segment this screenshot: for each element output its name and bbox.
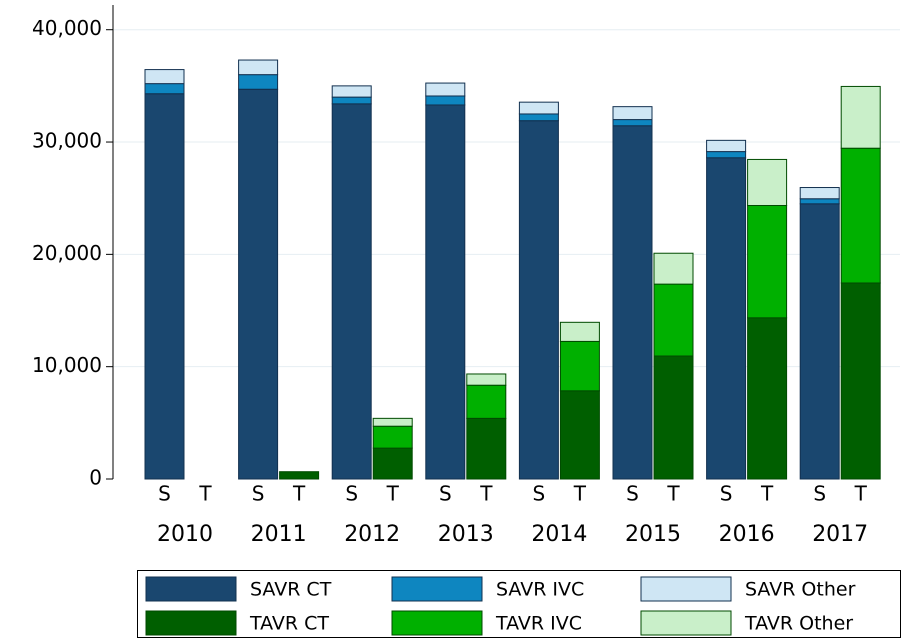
stack-label: S [158, 482, 171, 506]
x-tick-label: 2016 [719, 522, 775, 547]
bar-segment [466, 417, 507, 480]
bar-segment [238, 88, 279, 480]
bar-segment [425, 104, 466, 480]
bar-segment [706, 157, 747, 480]
bar-segment [706, 139, 747, 153]
legend-label: TAVR CT [249, 613, 329, 635]
bar-segment [747, 204, 788, 319]
x-tick-label: 2012 [344, 522, 400, 547]
bar-segment [799, 187, 840, 200]
legend: SAVR CT SAVR IVC SAVR Other TAVR CT TAVR IVC… [137, 570, 901, 638]
bar-segment [559, 321, 600, 342]
bar-segment [799, 203, 840, 480]
bar-segment [466, 373, 507, 386]
stack-label: S [252, 482, 265, 506]
x-tick-label: 2013 [438, 522, 494, 547]
y-tick-label: 20,000 [32, 241, 102, 265]
bar-segment [518, 120, 559, 480]
bar-segment [518, 101, 559, 115]
bar-segment [518, 113, 559, 122]
x-tick-label: 2011 [251, 522, 307, 547]
x-tick-label: 2017 [812, 522, 868, 547]
legend-swatch [640, 610, 732, 636]
bar-segment [747, 317, 788, 480]
stack-label: S [720, 482, 733, 506]
stack-label: S [813, 482, 826, 506]
bar-segment [144, 83, 185, 95]
bar-segment [331, 96, 372, 105]
bar-segment [653, 355, 694, 480]
legend-label: SAVR Other [745, 579, 856, 601]
bar-segment [559, 340, 600, 392]
bar-segment [331, 103, 372, 480]
bar-segment [238, 59, 279, 76]
x-tick-label: 2010 [157, 522, 213, 547]
stack-label: T [573, 482, 587, 506]
legend-swatch [145, 576, 237, 602]
stack-label: T [386, 482, 400, 506]
legend-swatch [145, 610, 237, 636]
bar-segment [840, 282, 881, 480]
stack-label: T [198, 482, 212, 506]
legend-label: TAVR Other [744, 613, 853, 635]
stack-label: T [292, 482, 306, 506]
bar-segment [653, 252, 694, 285]
stack-label: S [439, 482, 452, 506]
legend-box [137, 570, 901, 638]
stack-label: T [666, 482, 680, 506]
legend-label: SAVR IVC [496, 579, 584, 601]
bar-segment [238, 74, 279, 90]
bar-segment [372, 417, 413, 427]
y-tick-label: 0 [89, 466, 102, 490]
x-tick-label: 2015 [625, 522, 681, 547]
stack-label: S [626, 482, 639, 506]
stack-label: T [479, 482, 493, 506]
bar-segment [840, 147, 881, 284]
legend-swatch [391, 610, 483, 636]
bar-segment [466, 384, 507, 419]
stack-label: T [854, 482, 868, 506]
bar-segment [799, 198, 840, 205]
bar-segment [612, 119, 653, 127]
bar-segment [425, 95, 466, 106]
bar-segment [612, 106, 653, 121]
bar-segment [425, 82, 466, 97]
bar-segment [144, 69, 185, 85]
stack-label: T [760, 482, 774, 506]
legend-label: SAVR CT [250, 579, 332, 601]
legend-label: TAVR IVC [495, 613, 582, 635]
y-tick-label: 40,000 [32, 16, 102, 40]
bar-segment [372, 447, 413, 480]
stack-label: S [533, 482, 546, 506]
bar-segment [706, 151, 747, 159]
bar-segment [372, 425, 413, 449]
bar-segment [331, 85, 372, 98]
bar-segment [653, 283, 694, 357]
legend-swatch [640, 576, 732, 602]
y-tick-label: 10,000 [32, 353, 102, 377]
stack-label: S [345, 482, 358, 506]
bar-segment [144, 93, 185, 480]
bar-segment [612, 125, 653, 480]
x-tick-label: 2014 [531, 522, 587, 547]
bar-segment [279, 471, 320, 480]
bar-segment [747, 158, 788, 206]
y-tick-label: 30,000 [32, 129, 102, 153]
legend-swatch [391, 576, 483, 602]
bar-segment [840, 85, 881, 149]
bar-segment [559, 390, 600, 480]
